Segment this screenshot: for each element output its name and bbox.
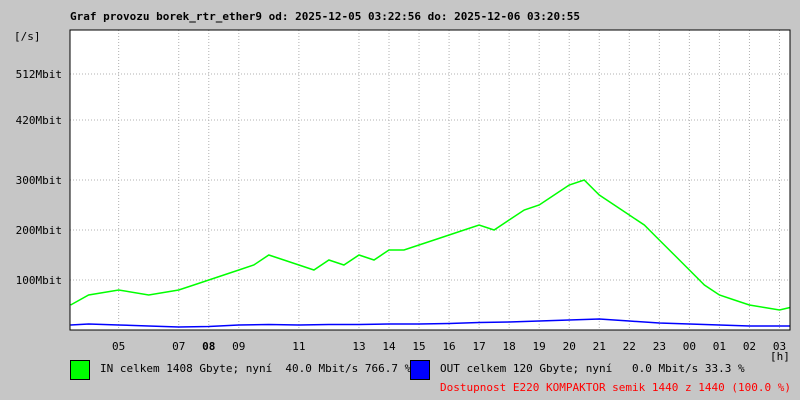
x-tick-label: 16	[442, 340, 455, 353]
x-tick-label: 21	[593, 340, 606, 353]
availability-text: Dostupnost E220 KOMPAKTOR semik 1440 z 1…	[440, 381, 791, 394]
y-tick-label: 420Mbit	[16, 114, 62, 127]
legend-out-text: OUT celkem 120 Gbyte; nyní 0.0 Mbit/s 33…	[440, 362, 745, 375]
series-line-in	[70, 179, 791, 311]
y-tick-label: 100Mbit	[16, 274, 62, 287]
chart-title: Graf provozu borek_rtr_ether9 od: 2025-1…	[70, 10, 580, 23]
y-tick-label: 200Mbit	[16, 224, 62, 237]
x-tick-label: 07	[172, 340, 185, 353]
x-tick-label: 14	[382, 340, 396, 353]
y-tick-label: 300Mbit	[16, 174, 62, 187]
x-tick-label: 23	[653, 340, 666, 353]
x-tick-label: 08	[202, 340, 215, 353]
x-tick-label: 15	[412, 340, 425, 353]
x-tick-label: 00	[683, 340, 696, 353]
x-tick-label: 13	[352, 340, 365, 353]
y-tick-label: 512Mbit	[16, 68, 62, 81]
x-axis-unit: [h]	[770, 350, 790, 363]
x-tick-label: 03	[773, 340, 786, 353]
x-tick-label: 17	[472, 340, 485, 353]
x-tick-label: 05	[112, 340, 125, 353]
x-tick-label: 22	[623, 340, 636, 353]
legend-in-text: IN celkem 1408 Gbyte; nyní 40.0 Mbit/s 7…	[100, 362, 412, 375]
plot-frame	[69, 29, 791, 331]
x-tick-label: 19	[533, 340, 546, 353]
x-tick-label: 20	[563, 340, 576, 353]
x-tick-label: 11	[292, 340, 305, 353]
x-tick-label: 09	[232, 340, 245, 353]
legend-out-swatch	[410, 360, 430, 380]
series-line-out	[70, 318, 790, 328]
x-tick-label: 01	[713, 340, 726, 353]
x-tick-label: 18	[503, 340, 516, 353]
legend-in-swatch	[70, 360, 90, 380]
x-tick-label: 02	[743, 340, 756, 353]
y-axis-unit: [/s]	[14, 30, 41, 43]
